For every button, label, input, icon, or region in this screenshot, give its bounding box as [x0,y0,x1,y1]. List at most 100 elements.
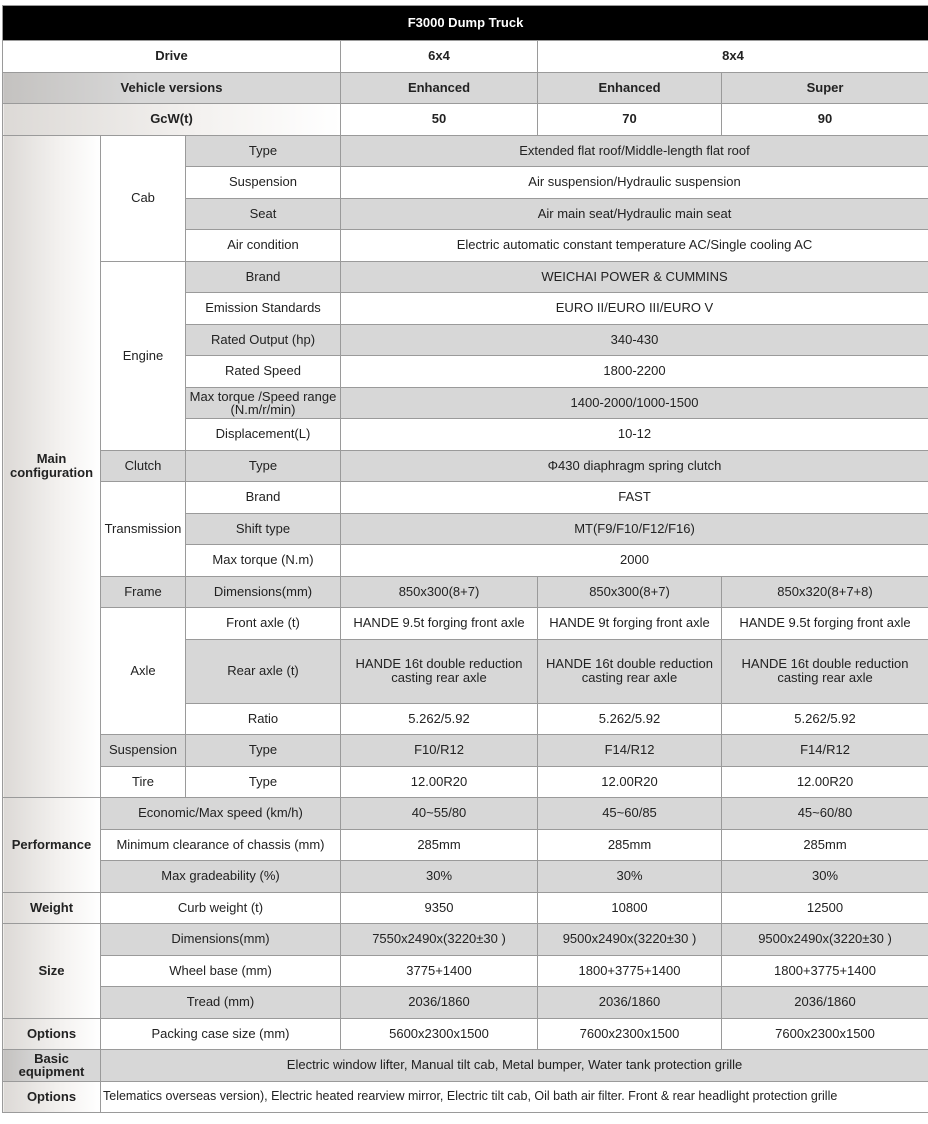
cell: 45~60/80 [720,797,928,830]
table-row: Shift type MT(F9/F10/F12/F16) [3,512,928,545]
row-label: Max torque /Speed range (N.m/r/min) [185,386,341,419]
section-label: Options [2,1017,101,1050]
cell: 5.262/5.92 [720,702,928,735]
row-label: Vehicle versions [2,71,341,104]
row-label: Drive [2,40,341,73]
cell: 2000 [339,544,928,577]
cell: HANDE 16t double reduction casting rear … [537,638,722,704]
group-label: Suspension [100,734,186,767]
cell: 2036/1860 [720,986,928,1019]
cell: 8x4 [536,40,928,73]
cell: FAST [339,481,928,514]
cell: F14/R12 [537,734,722,767]
cell: Extended flat roof/Middle-length flat ro… [339,134,928,167]
table-row: Emission Standards EURO II/EURO III/EURO … [3,292,928,325]
table-row: Max gradeability (%) 30% 30% 30% [3,860,928,893]
cell: 5600x2300x1500 [340,1017,538,1050]
table-row: Seat Air main seat/Hydraulic main seat [3,197,928,230]
cell: WEICHAI POWER & CUMMINS [339,260,928,293]
table-row: Rear axle (t) HANDE 16t double reduction … [3,638,928,704]
table-row: Engine Brand WEICHAI POWER & CUMMINS [3,260,928,451]
cell: F10/R12 [340,734,538,767]
cell: 40~55/80 [340,797,538,830]
table-row: GcW(t) 50 70 90 [2,103,928,136]
table-row: Air condition Electric automatic constant… [3,229,928,262]
table-row: Basic equipment Electric window lifter, M… [2,1049,928,1082]
table-row: Rated Speed 1800-2200 [3,355,928,388]
cell: Enhanced [340,71,538,104]
cell: 12.00R20 [340,765,538,798]
cell: 30% [720,860,928,893]
group-label: Frame [100,575,186,608]
table-title: F3000 Dump Truck [1,5,928,41]
row-label: Brand [185,260,341,293]
row-label: Emission Standards [185,292,341,325]
cell: 850x320(8+7+8) [720,575,928,608]
group-label: Axle [100,607,186,735]
table-row: Axle Front axle (t) HANDE 9.5t forging fro… [3,607,928,735]
cell: HANDE 16t double reduction casting rear … [720,638,928,704]
table-row: Displacement(L) 10-12 [3,418,928,451]
cell: 285mm [340,828,538,861]
table-row: Options Packing case size (mm) 5600x2300x1… [2,1017,928,1050]
group-label: Clutch [100,449,186,482]
cell: 2036/1860 [340,986,538,1019]
cell: 7550x2490x(3220±30 ) [340,923,538,956]
section-label: Weight [2,891,101,924]
table-row: Tire Type 12.00R20 12.00R20 12.00R20 [3,765,928,798]
cell: 12500 [720,891,928,924]
row-label: Suspension [185,166,341,199]
row-label: Rear axle (t) [185,638,341,704]
cell: 45~60/85 [537,797,722,830]
cell: 10800 [537,891,722,924]
row-label: Type [185,734,341,767]
cell: 1800-2200 [339,355,928,388]
table-row: Options Telematics overseas version), Ele… [2,1080,928,1113]
cell: Electric window lifter, Manual tilt cab,… [99,1049,928,1082]
spec-table: F3000 Dump Truck Drive 6x4 8x4 Vehicle ver… [1,5,928,1113]
table-row: Main configuration Cab Type Extended flat r… [2,134,928,798]
table-row: Clutch Type Φ430 diaphragm spring clutch [3,449,928,482]
cell: 12.00R20 [537,765,722,798]
cell: 1800+3775+1400 [720,954,928,987]
row-label: Wheel base (mm) [100,954,341,987]
cell: 70 [537,103,722,136]
row-label: Rated Output (hp) [185,323,341,356]
cell: F14/R12 [720,734,928,767]
row-label: Rated Speed [185,355,341,388]
cell: 9500x2490x(3220±30 ) [537,923,722,956]
group-label: Transmission [100,481,186,577]
cell: EURO II/EURO III/EURO V [339,292,928,325]
cell: 30% [537,860,722,893]
cell: 50 [340,103,538,136]
section-label: Size [2,923,101,1019]
row-label: Economic/Max speed (km/h) [100,797,341,830]
table-row: Vehicle versions Enhanced Enhanced Super [2,71,928,104]
row-label: Brand [185,481,341,514]
table-row: Wheel base (mm) 3775+1400 1800+3775+1400 18… [3,954,928,987]
cell: 30% [340,860,538,893]
cell: Air main seat/Hydraulic main seat [339,197,928,230]
cell: 3775+1400 [340,954,538,987]
cell: 9500x2490x(3220±30 ) [720,923,928,956]
cell: 7600x2300x1500 [537,1017,722,1050]
row-label: Displacement(L) [185,418,341,451]
table-row: Frame Dimensions(mm) 850x300(8+7) 850x300(8… [3,575,928,608]
cell: 285mm [720,828,928,861]
row-label: Dimensions(mm) [185,575,341,608]
cell: HANDE 9.5t forging front axle [340,607,538,640]
cell: 5.262/5.92 [340,702,538,735]
cell: HANDE 9.5t forging front axle [720,607,928,640]
row-label: Packing case size (mm) [100,1017,341,1050]
cell: Enhanced [537,71,722,104]
row-label: Ratio [185,702,341,735]
section-label: Options [2,1080,101,1113]
table-row: Transmission Brand FAST [3,481,928,577]
table-row: Drive 6x4 8x4 [2,40,928,73]
cell: 9350 [340,891,538,924]
row-label: Type [185,765,341,798]
group-label: Tire [100,765,186,798]
cell: Φ430 diaphragm spring clutch [339,449,928,482]
section-label: Performance [2,797,101,893]
cell: 6x4 [340,40,538,73]
